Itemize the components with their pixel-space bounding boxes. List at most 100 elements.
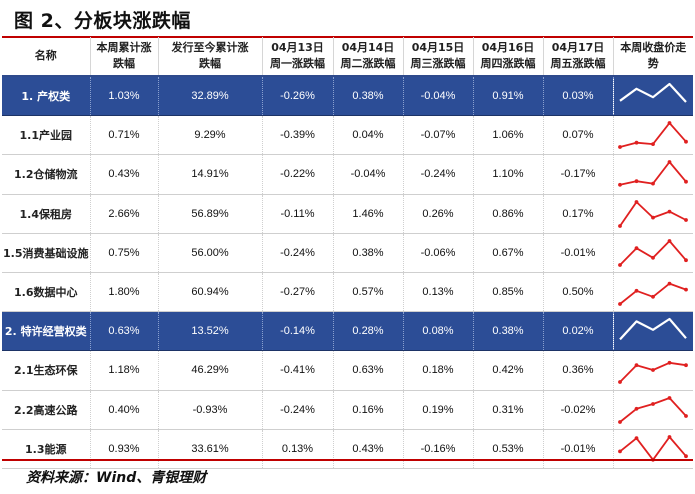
trend-point: [650, 368, 655, 373]
value-cell: 0.43%: [89, 154, 158, 195]
value-cell: -0.02%: [542, 390, 613, 430]
trend-point: [650, 401, 655, 406]
value-cell: 0.28%: [332, 311, 403, 352]
trend-point: [617, 183, 622, 188]
value-cell: 0.42%: [472, 350, 543, 391]
value-cell: 0.71%: [89, 115, 158, 156]
value-cell: -0.22%: [261, 154, 333, 195]
trend-line: [618, 82, 687, 103]
row-name: 2. 特许经营权类: [2, 311, 90, 352]
column-header-line: 周三涨跌幅: [410, 57, 466, 70]
value-cell: -0.11%: [261, 194, 333, 234]
value-cell: -0.01%: [542, 233, 613, 273]
value-cell: 1.18%: [89, 350, 158, 391]
value-cell: 9.29%: [157, 115, 262, 156]
row-name: 1.5消费基础设施: [2, 233, 90, 273]
table-row: 2.1生态环保 1.18% 46.29% -0.41% 0.63% 0.18% 0.42% 0…: [2, 350, 693, 391]
footer-rule: [2, 459, 693, 461]
value-cell: 56.00%: [157, 233, 262, 273]
column-header-line: 本周收盘价走: [620, 41, 687, 54]
value-cell: 0.53%: [472, 429, 543, 469]
trend-line: [618, 282, 686, 305]
trend-point: [683, 413, 688, 418]
trend-point: [650, 182, 655, 186]
column-header-line: 发行至今累计涨: [171, 41, 249, 54]
trend-sparkline-cell: [612, 76, 693, 117]
value-cell: 0.08%: [402, 311, 473, 352]
value-cell: 0.03%: [542, 76, 613, 117]
value-cell: -0.39%: [261, 115, 333, 156]
value-cell: -0.07%: [402, 115, 473, 156]
trend-point: [683, 180, 688, 184]
value-cell: 13.52%: [157, 311, 262, 352]
trend-point: [634, 246, 638, 250]
column-header-line: 04月13日: [271, 41, 324, 54]
value-cell: 0.43%: [332, 429, 403, 469]
value-cell: -0.24%: [261, 390, 333, 430]
trend-sparkline: [617, 395, 688, 424]
value-cell: 0.02%: [542, 311, 613, 352]
value-cell: 0.38%: [472, 311, 543, 352]
trend-sparkline: [617, 361, 688, 385]
trend-point: [617, 419, 622, 424]
value-cell: -0.41%: [261, 350, 333, 391]
value-cell: 1.06%: [472, 115, 543, 156]
column-header-line: 周五涨跌幅: [550, 57, 606, 70]
table-row: 2.2高速公路 0.40% -0.93% -0.24% 0.16% 0.19% 0.31% -…: [2, 390, 693, 430]
value-cell: -0.24%: [402, 154, 473, 195]
trend-point: [667, 395, 671, 400]
value-cell: -0.27%: [261, 272, 333, 313]
table-header: 名称 本周累计涨 跌幅 发行至今累计涨 跌幅 04月13日 周一涨跌幅 04月14日 周二涨跌幅…: [2, 37, 693, 77]
trend-sparkline: [617, 121, 688, 150]
value-cell: 0.31%: [472, 390, 543, 430]
trend-point: [634, 140, 638, 145]
column-header-line: 名称: [34, 49, 57, 62]
value-cell: 1.46%: [332, 194, 403, 234]
trend-line: [618, 239, 687, 266]
trend-point: [683, 453, 688, 458]
column-header: 本周收盘价走势: [612, 37, 693, 77]
value-cell: -0.26%: [261, 76, 333, 117]
trend-sparkline-cell: [612, 194, 693, 234]
sector-change-table: 名称 本周累计涨 跌幅 发行至今累计涨 跌幅 04月13日 周一涨跌幅 04月14日 周二涨跌幅…: [2, 37, 693, 469]
trend-sparkline-cell: [612, 311, 693, 352]
table-row: 1.2仓储物流 0.43% 14.91% -0.22% -0.04% -0.24% 1.10…: [2, 154, 693, 195]
value-cell: -0.04%: [402, 76, 473, 117]
trend-point: [683, 258, 688, 262]
table-row: 1.6数据中心 1.80% 60.94% -0.27% 0.57% 0.13% 0.85% 0…: [2, 272, 693, 313]
trend-point: [617, 262, 622, 267]
value-cell: 0.38%: [332, 76, 403, 117]
header-row: 名称 本周累计涨 跌幅 发行至今累计涨 跌幅 04月13日 周一涨跌幅 04月14日 周二涨跌幅…: [2, 37, 693, 77]
value-cell: 0.93%: [89, 429, 158, 469]
trend-point: [634, 435, 638, 440]
value-cell: 33.61%: [157, 429, 262, 469]
trend-sparkline: [618, 318, 687, 341]
column-header: 发行至今累计涨 跌幅: [157, 37, 262, 77]
column-header-line: 周四涨跌幅: [480, 57, 536, 70]
value-cell: 0.04%: [332, 115, 403, 156]
value-cell: 56.89%: [157, 194, 262, 234]
trend-point: [617, 302, 622, 306]
value-cell: -0.17%: [542, 154, 613, 195]
trend-sparkline-cell: [612, 272, 693, 313]
row-name: 1.3能源: [2, 429, 90, 469]
trend-point: [667, 209, 671, 214]
row-name: 1.2仓储物流: [2, 154, 90, 195]
trend-point: [650, 255, 655, 260]
value-cell: 46.29%: [157, 350, 262, 391]
trend-sparkline-cell: [612, 115, 693, 156]
value-cell: 1.80%: [89, 272, 158, 313]
column-header-line: 周二涨跌幅: [340, 57, 396, 70]
table-row: 1.4保租房 2.66% 56.89% -0.11% 1.46% 0.26% 0.86% 0.…: [2, 194, 693, 234]
column-header-line: 本周累计涨: [96, 41, 152, 54]
value-cell: -0.14%: [261, 311, 333, 352]
value-cell: 0.63%: [332, 350, 403, 391]
row-name: 1.4保租房: [2, 194, 90, 234]
value-cell: 32.89%: [157, 76, 262, 117]
table-row: 1.3能源 0.93% 33.61% 0.13% 0.43% -0.16% 0.53% -0.…: [2, 429, 693, 469]
value-cell: 0.13%: [402, 272, 473, 313]
trend-sparkline: [618, 82, 687, 103]
row-name: 1.1产业园: [2, 115, 90, 156]
trend-point: [667, 281, 671, 286]
trend-point: [650, 142, 655, 147]
